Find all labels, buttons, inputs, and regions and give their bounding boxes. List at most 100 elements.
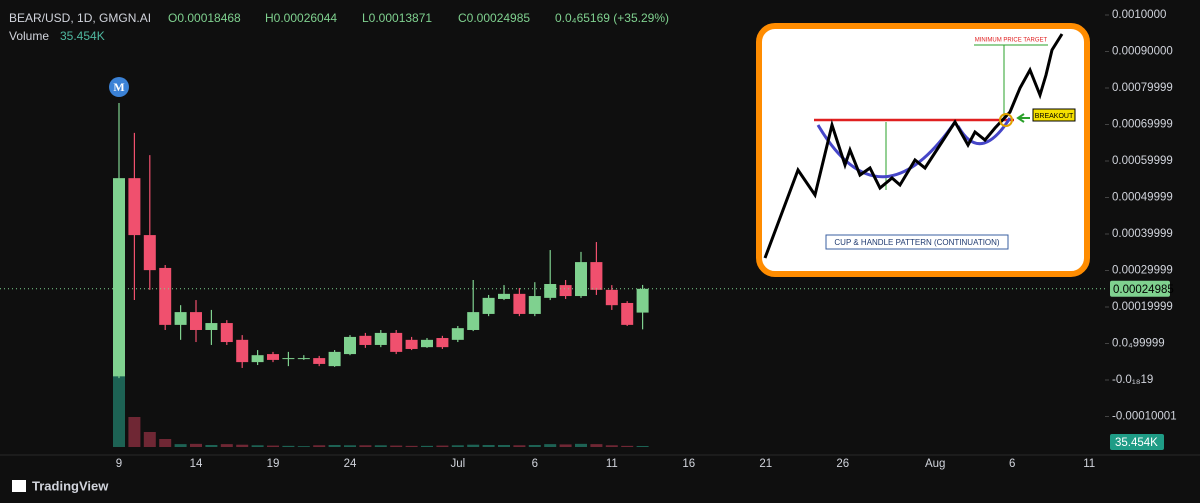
x-tick-label: 24	[344, 458, 357, 470]
x-tick-label: 11	[1083, 458, 1095, 470]
candle-body	[113, 178, 125, 377]
x-tick-label: 6	[1009, 458, 1015, 470]
volume-bar	[313, 445, 326, 447]
target-label: MINIMUM PRICE TARGET	[975, 38, 1048, 44]
ohlc-high: H0.00026044	[265, 11, 337, 25]
candle-body	[128, 178, 141, 236]
volume-bar	[528, 445, 541, 447]
volume-title: Volume	[9, 29, 49, 43]
candle-body	[174, 312, 187, 325]
y-tick-label: -0.0₁₈19	[1112, 374, 1153, 386]
candle-body	[390, 332, 403, 352]
marker-icon[interactable]	[109, 77, 129, 97]
marker-label: M	[113, 80, 124, 94]
candle-body	[359, 335, 372, 345]
volume-bar	[636, 445, 649, 447]
candle-body	[267, 354, 279, 360]
volume-bar	[297, 446, 310, 447]
candle-body	[421, 339, 433, 348]
x-tick-label: Aug	[925, 458, 945, 470]
candle-body	[621, 302, 634, 325]
caption: CUP & HANDLE PATTERN (CONTINUATION)	[834, 238, 1000, 247]
candle-body	[636, 288, 649, 313]
volume-bar	[559, 444, 572, 447]
volume-bar	[359, 445, 372, 447]
volume-bar	[174, 444, 187, 447]
candle-body	[605, 289, 618, 306]
candle-body	[313, 358, 326, 364]
candle-body	[220, 323, 233, 343]
y-tick-label: 0.00039999	[1112, 228, 1173, 240]
y-tick-label: 0.00090000	[1112, 46, 1173, 58]
candle-body	[143, 235, 156, 271]
volume-bar	[421, 445, 433, 447]
volume-bar	[236, 444, 249, 447]
candle-body	[498, 293, 510, 299]
y-tick-label: 0.00019999	[1112, 301, 1173, 313]
volume-bar	[544, 444, 557, 447]
candle-body	[575, 262, 587, 297]
price-path	[763, 33, 1064, 259]
candle-body	[482, 297, 495, 314]
y-tick-label: 0.00069999	[1112, 119, 1173, 131]
x-tick-label: 11	[606, 458, 618, 470]
volume-bar	[498, 445, 510, 447]
volume-bar	[282, 445, 295, 447]
y-tick-label: 0.00059999	[1112, 155, 1173, 167]
candle-body	[544, 284, 557, 298]
volume-bar	[621, 445, 634, 447]
ohlc-low: L0.00013871	[362, 11, 432, 25]
x-tick-label: 19	[267, 458, 280, 470]
ohlc-open: O0.00018468	[168, 11, 241, 25]
breakout-arrow	[1016, 113, 1030, 123]
candle-body	[236, 339, 249, 363]
volume-bar	[374, 445, 387, 447]
candle-body	[251, 355, 264, 363]
x-tick-label: 14	[190, 458, 203, 470]
volume-bar	[482, 445, 495, 447]
symbol: BEAR/USD, 1D, GMGN.AI	[9, 11, 151, 25]
candle-body	[590, 262, 603, 290]
volume-bar	[405, 445, 418, 447]
inset-frame	[756, 23, 1090, 277]
x-tick-label: 6	[532, 458, 538, 470]
volume-bar	[605, 445, 618, 447]
volume-tag-label: 35.454K	[1115, 437, 1158, 449]
volume-bar	[513, 445, 526, 447]
x-tick-label: 26	[836, 458, 849, 470]
volume-bar	[390, 445, 403, 447]
volume-bar	[143, 432, 156, 447]
x-tick-label: 21	[759, 458, 772, 470]
volume-bar	[436, 445, 449, 447]
candle-body	[436, 338, 449, 348]
volume-bar	[328, 445, 341, 447]
ohlc-change: 0.0₄65169 (+35.29%)	[555, 11, 669, 25]
candle-body	[344, 336, 356, 355]
candle-body	[559, 285, 572, 297]
volume-bar	[190, 443, 202, 447]
candle-body	[467, 312, 480, 330]
candle-body	[190, 312, 202, 330]
volume-bar	[128, 417, 141, 447]
candle-body	[205, 323, 218, 330]
candle-body	[328, 351, 341, 367]
inset: BREAKOUT MINIMUM PRICE TARGET CUP & HAND…	[756, 23, 1090, 277]
x-tick-label: 9	[116, 458, 122, 470]
breakout-circle	[999, 113, 1013, 127]
last-price-tag	[1110, 280, 1170, 297]
volume-bar	[575, 443, 587, 447]
volume-bar	[590, 444, 603, 447]
caption-box	[825, 234, 1009, 250]
y-tick-label: 0.0₄99999	[1112, 338, 1165, 350]
brand-logo	[12, 480, 26, 492]
y-tick-label: 0.00049999	[1112, 192, 1173, 204]
volume-bar	[344, 445, 356, 447]
candle-body	[451, 328, 464, 340]
volume-bar	[205, 445, 218, 447]
volume-value: 35.454K	[60, 29, 105, 43]
candle-body	[297, 358, 310, 360]
breakout-label: BREAKOUT	[1035, 113, 1074, 120]
volume-tag	[1110, 434, 1164, 450]
ohlc-close: C0.00024985	[458, 11, 530, 25]
